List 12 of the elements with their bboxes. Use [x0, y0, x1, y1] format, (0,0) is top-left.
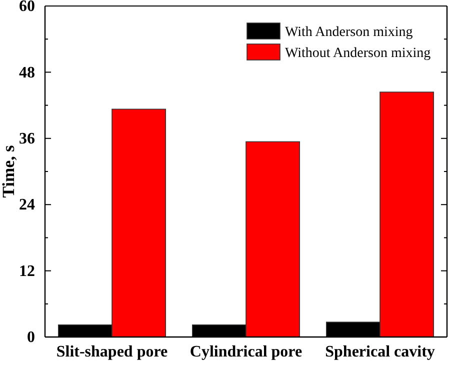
x-tick-label: Cylindrical pore — [190, 343, 302, 360]
y-tick-label: 24 — [19, 196, 35, 214]
y-tick-label: 60 — [19, 0, 35, 16]
x-tick-label: Slit-shaped pore — [56, 343, 168, 360]
y-tick-label: 48 — [19, 64, 35, 82]
y-axis-title: Time, s — [0, 144, 18, 198]
legend-label: Without Anderson mixing — [285, 46, 431, 61]
y-tick-label: 0 — [27, 329, 35, 346]
y-tick-label: 12 — [19, 262, 35, 280]
x-tick-label: Spherical cavity — [325, 343, 435, 360]
legend-label: With Anderson mixing — [285, 25, 413, 40]
y-tick-label: 36 — [19, 130, 35, 148]
